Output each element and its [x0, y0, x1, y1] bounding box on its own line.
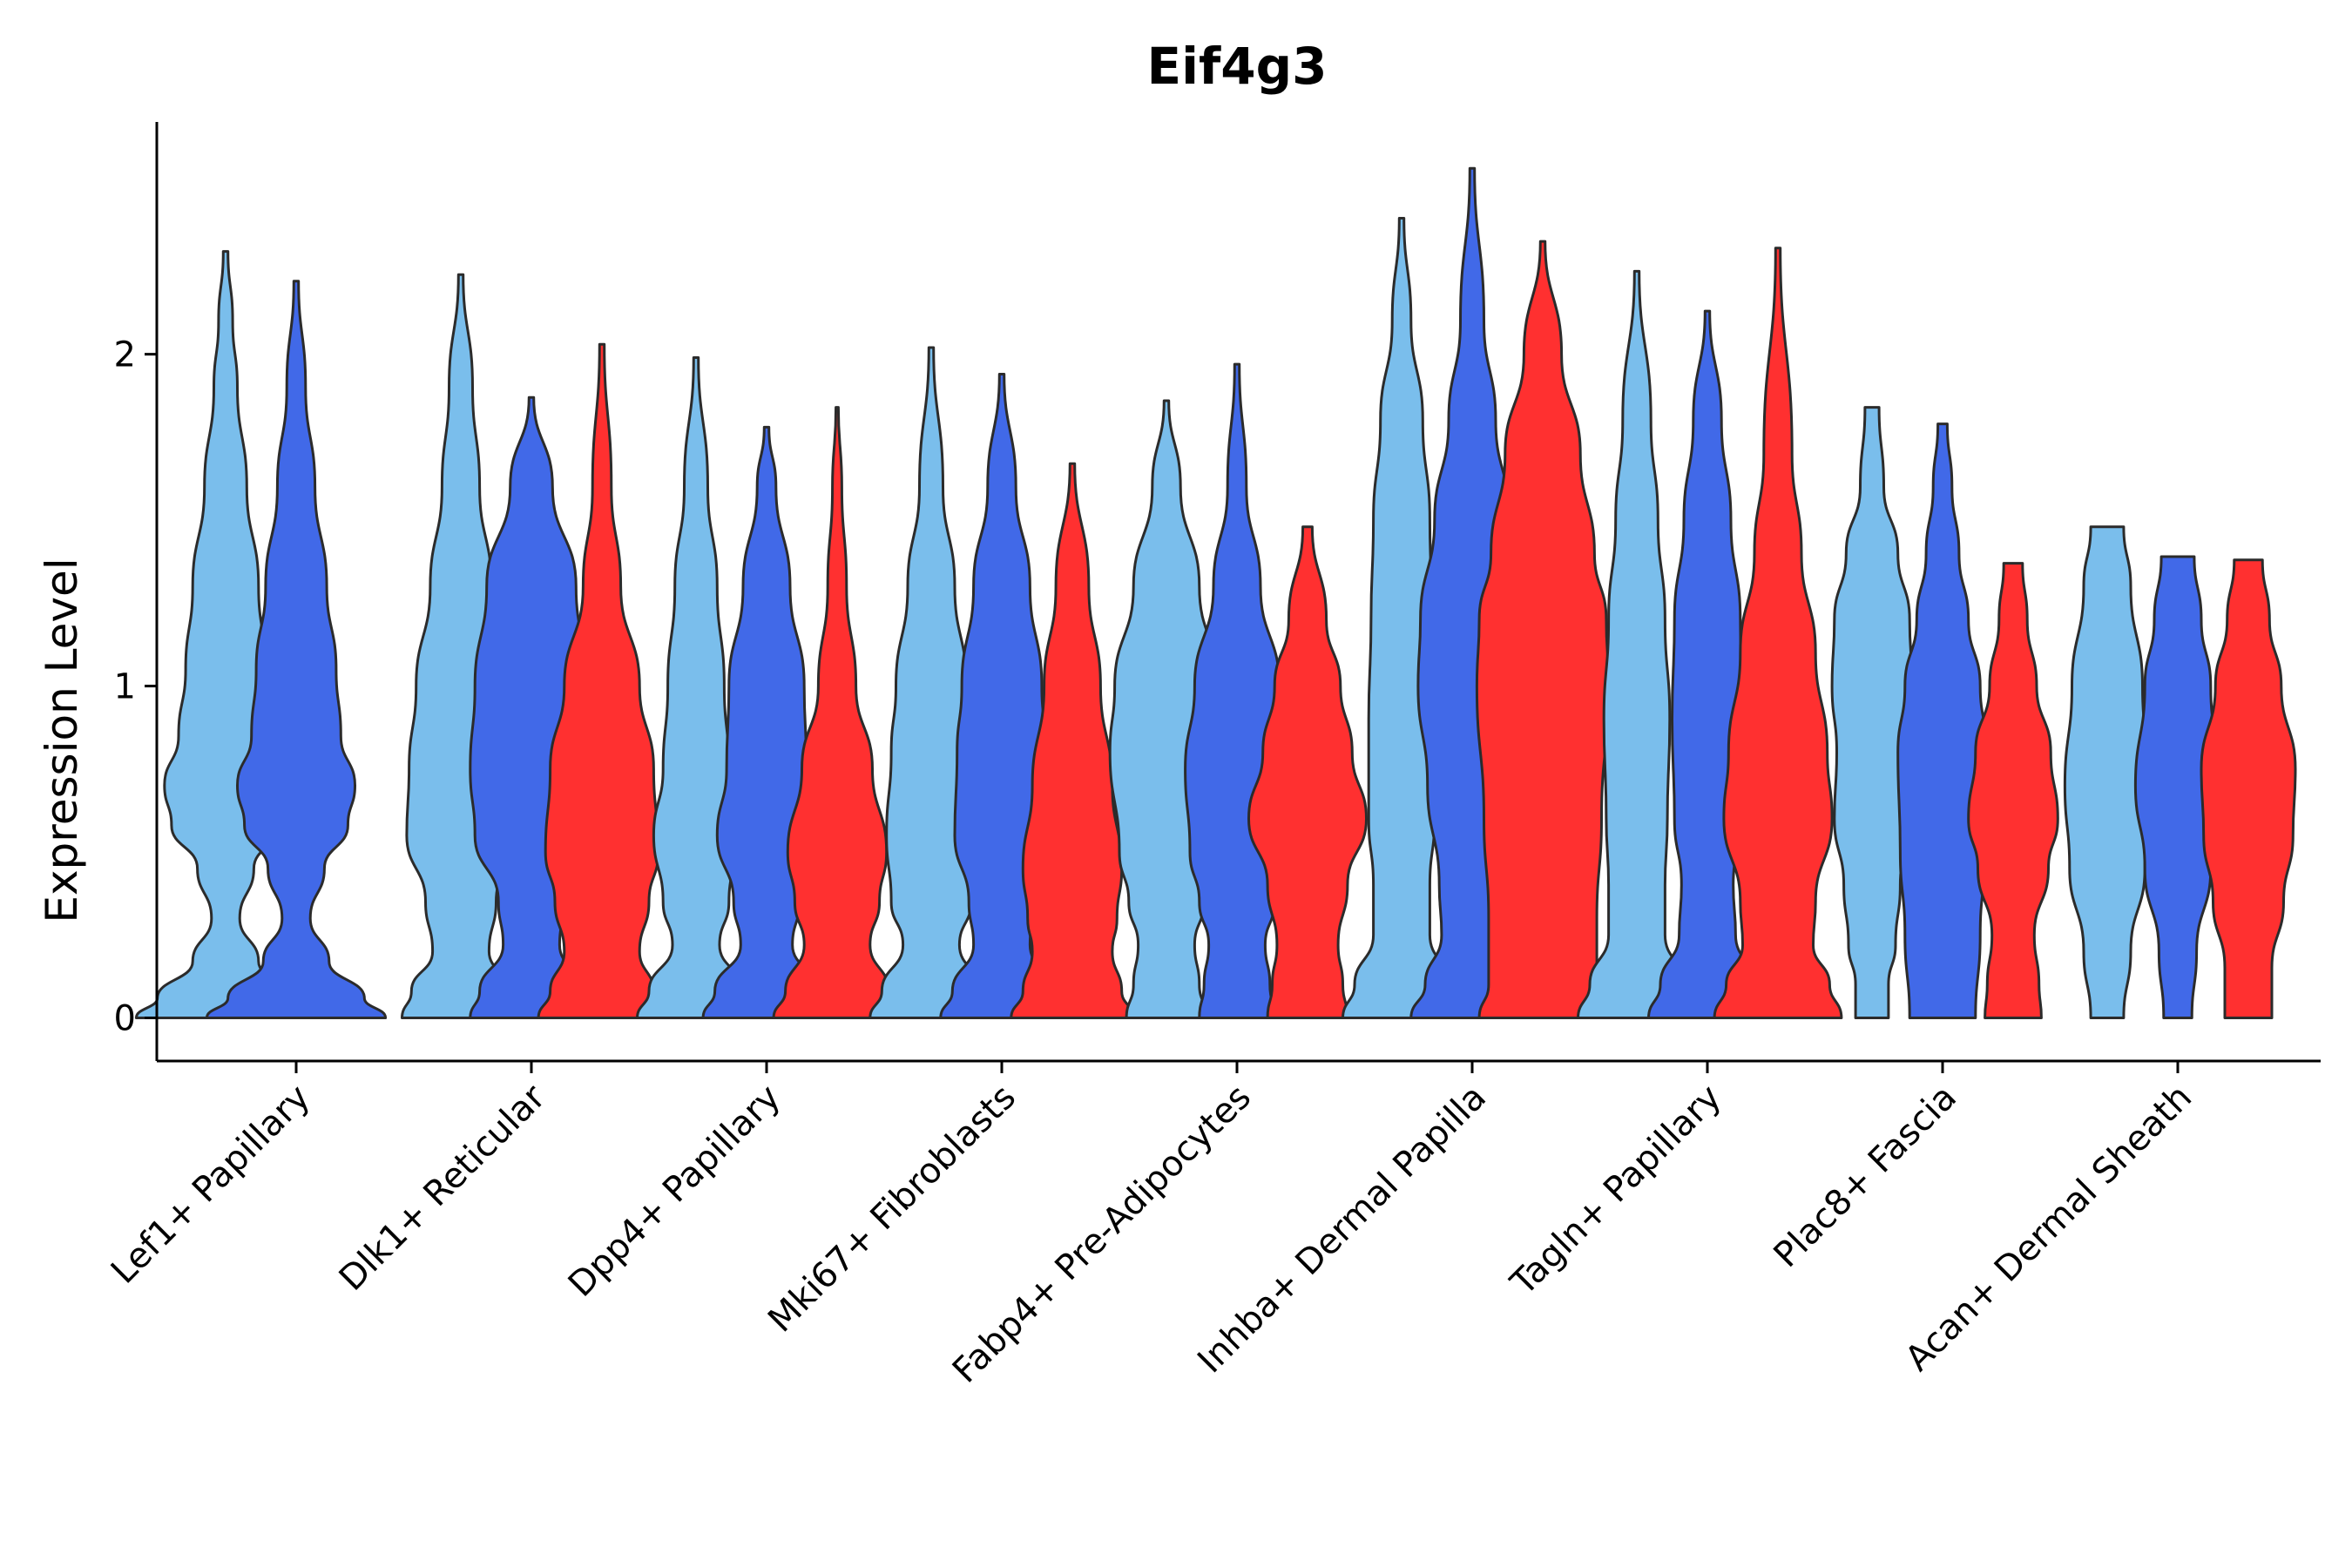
y-tick-label-0: 0 — [114, 998, 136, 1038]
violin-dlk1-reticular-condition-3 — [537, 342, 667, 1019]
violin-dpp4-papillary-condition-3 — [772, 406, 902, 1019]
x-tick-label-mki67-fibroblasts: Mki67+ Fibroblasts — [760, 1078, 1024, 1341]
x-tick-label-dpp4-papillary: Dpp4+ Papillary — [561, 1078, 788, 1305]
x-tick-label-plac8-fascia: Plac8+ Fascia — [1767, 1078, 1965, 1276]
x-tick-label-lef1-papillary: Lef1+ Papillary — [104, 1078, 318, 1292]
violin-tagln-papillary-condition-1 — [1577, 269, 1697, 1019]
violin-plac8-fascia-condition-2 — [1896, 422, 1989, 1019]
y-axis-label: Expression Level — [37, 558, 87, 923]
violins-layer — [134, 166, 2297, 1019]
x-tick-label-tagln-papillary: Tagln+ Papillary — [1503, 1078, 1729, 1304]
y-axis-ticks: 0 1 2 — [114, 335, 157, 1038]
violin-fabp4-pre-adipocytes-condition-3 — [1247, 525, 1368, 1019]
violin-acan-dermal-sheath-condition-3 — [2200, 558, 2297, 1019]
violin-tagln-papillary-condition-3 — [1713, 247, 1843, 1019]
violin-lef1-papillary-condition-2 — [205, 280, 388, 1019]
violin-plac8-fascia-condition-1 — [1830, 406, 1914, 1019]
violin-mki67-fibroblasts-condition-3 — [1010, 462, 1135, 1019]
violin-plac8-fascia-condition-3 — [1967, 562, 2059, 1019]
x-axis-ticks: Lef1+ Papillary Dlk1+ Reticular Dpp4+ Papi… — [104, 1061, 2200, 1391]
y-tick-label-1: 1 — [114, 667, 136, 707]
y-tick-label-2: 2 — [114, 335, 136, 375]
violin-inhba-dermal-papilla-condition-3 — [1475, 240, 1611, 1019]
chart-title: Eif4g3 — [1147, 37, 1328, 96]
x-tick-label-dlk1-reticular: Dlk1+ Reticular — [332, 1077, 554, 1299]
